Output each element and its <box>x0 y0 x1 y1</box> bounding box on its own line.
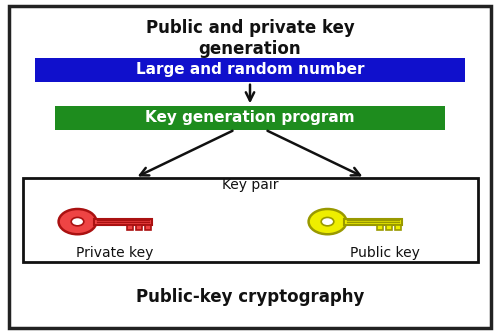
Text: Key generation program: Key generation program <box>145 111 355 125</box>
Bar <box>55 106 445 130</box>
Bar <box>22 178 477 262</box>
Bar <box>396 225 402 230</box>
Text: Public key: Public key <box>350 246 420 260</box>
Bar <box>344 219 402 225</box>
Bar <box>94 219 152 225</box>
Text: Public-key cryptography: Public-key cryptography <box>136 288 364 306</box>
Circle shape <box>321 217 334 226</box>
Text: Key pair: Key pair <box>222 178 278 192</box>
Bar <box>128 225 134 230</box>
Bar <box>146 225 152 230</box>
Bar <box>386 225 392 230</box>
Text: Large and random number: Large and random number <box>136 62 364 77</box>
Bar <box>35 58 465 82</box>
Circle shape <box>308 209 346 234</box>
Bar <box>136 225 142 230</box>
Text: Private key: Private key <box>76 246 154 260</box>
Circle shape <box>71 217 84 226</box>
Bar <box>378 225 384 230</box>
Circle shape <box>58 209 96 234</box>
Text: Public and private key
generation: Public and private key generation <box>146 19 354 58</box>
